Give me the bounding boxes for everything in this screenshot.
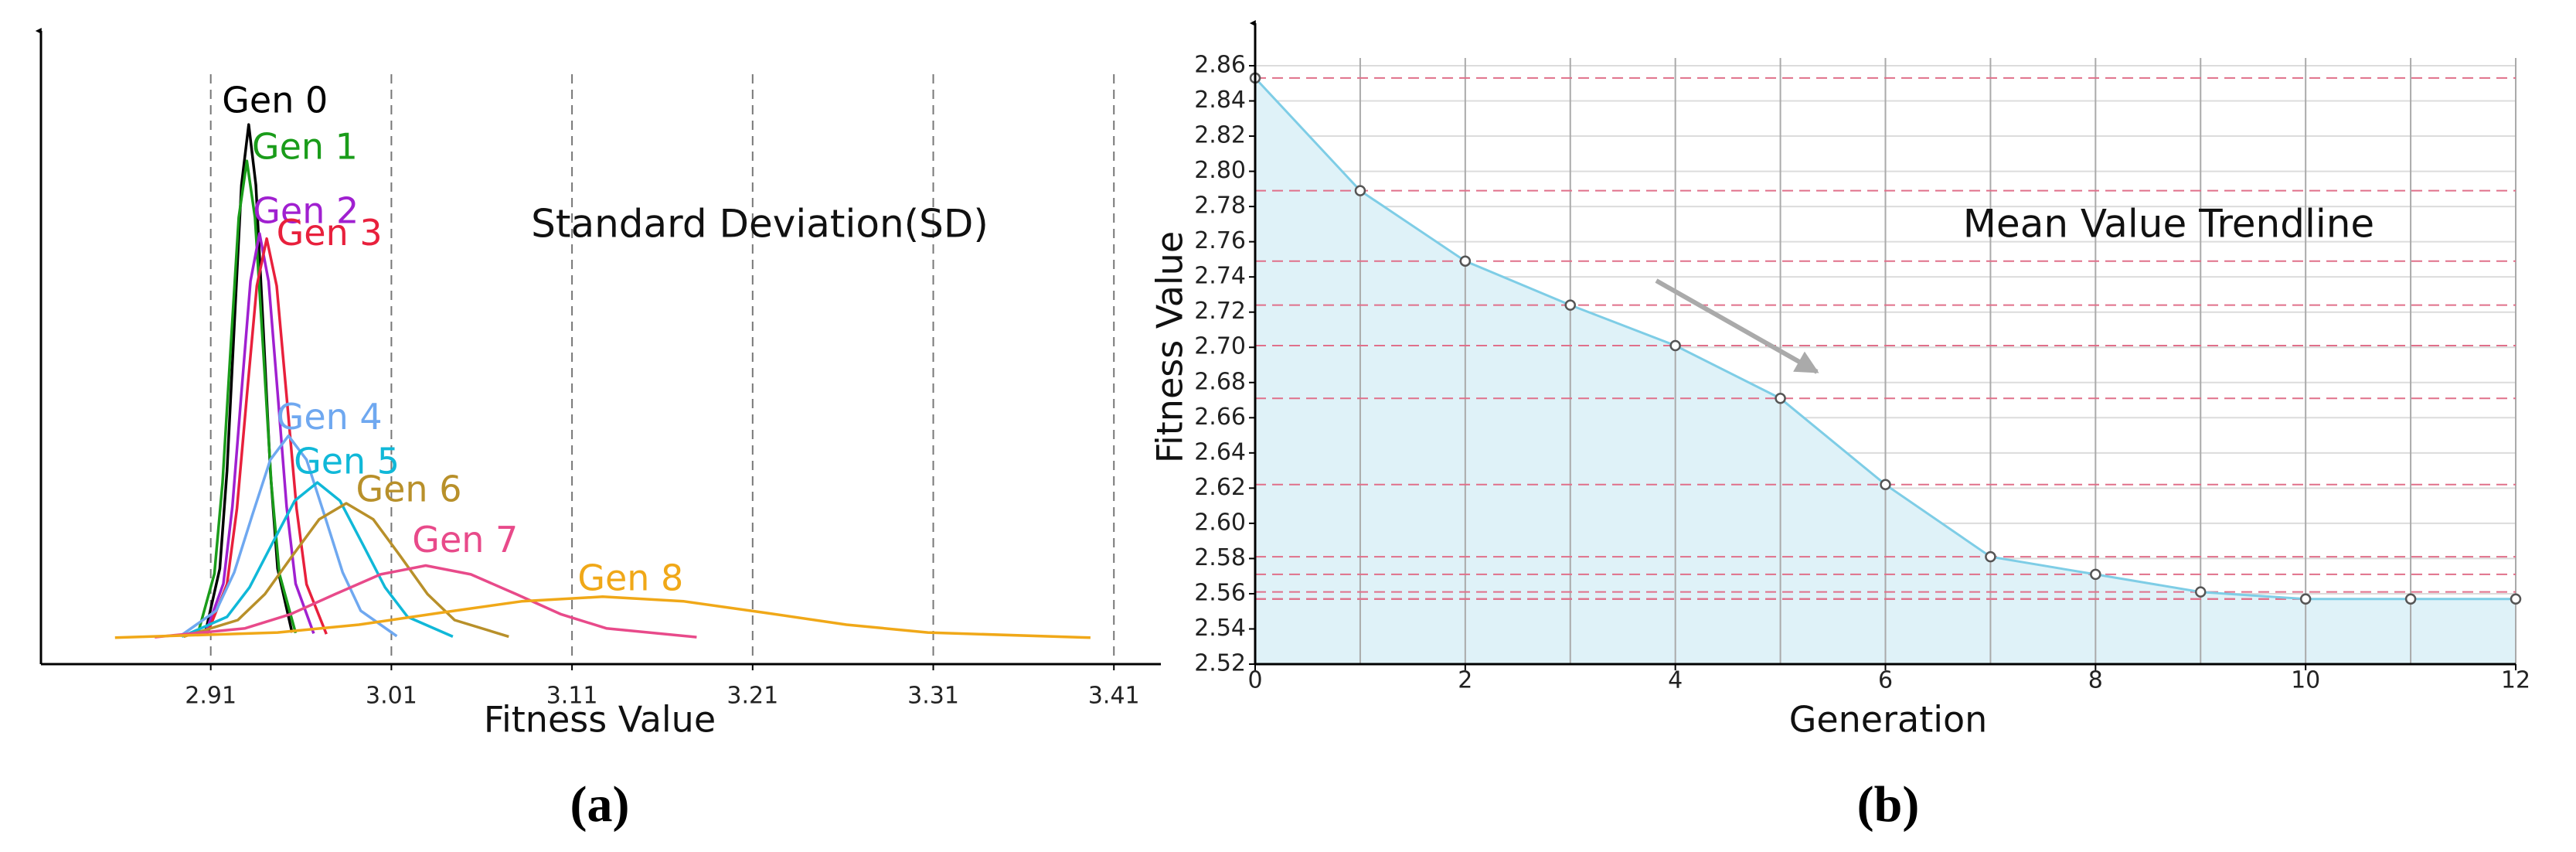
point — [1775, 393, 1786, 404]
y-tick-label: 2.82 — [1194, 122, 1246, 149]
y-tick-label: 2.74 — [1194, 263, 1246, 290]
distribution-curve — [206, 237, 328, 635]
point — [1564, 299, 1576, 311]
y-tick-label: 2.64 — [1194, 438, 1246, 465]
series-label: Gen 3 — [277, 212, 383, 254]
y-tick-label: 2.56 — [1194, 579, 1246, 606]
point — [1880, 479, 1891, 491]
x-tick-label: 3.41 — [1088, 683, 1140, 710]
y-tick-label: 2.60 — [1194, 509, 1246, 536]
x-tick-label: 3.01 — [366, 683, 417, 710]
distribution-curve — [155, 564, 697, 639]
x-tick-label: 8 — [2088, 667, 2103, 694]
y-tick-label: 2.86 — [1194, 52, 1246, 79]
y-tick-label: 2.84 — [1194, 87, 1246, 114]
y-tick-label: 2.72 — [1194, 298, 1246, 325]
point — [2404, 593, 2417, 605]
x-tick-label: 3.11 — [546, 683, 598, 710]
series-label: Gen 4 — [277, 396, 383, 438]
x-axis-title: Generation — [1789, 699, 1988, 741]
distribution-curve — [181, 481, 454, 639]
y-tick-label: 2.66 — [1194, 404, 1246, 431]
point — [2090, 568, 2101, 581]
y-tick-label: 2.62 — [1194, 474, 1246, 501]
y-tick-label: 2.52 — [1194, 650, 1246, 677]
point — [1354, 185, 1366, 196]
distribution-curve — [183, 502, 509, 639]
point — [1669, 339, 1681, 352]
series-label: Gen 0 — [222, 80, 328, 121]
point — [2195, 586, 2207, 598]
x-tick-label: 3.31 — [907, 683, 959, 710]
x-tick-label: 3.21 — [727, 683, 778, 710]
x-tick-label: 2 — [1458, 667, 1472, 694]
caption: (a) — [570, 776, 630, 833]
point — [2299, 593, 2312, 605]
y-tick-label: 2.76 — [1194, 227, 1246, 254]
series-label: Gen 5 — [294, 441, 400, 482]
y-tick-label: 2.78 — [1194, 193, 1246, 220]
distribution-curve — [179, 434, 398, 638]
y-tick-label: 2.68 — [1194, 368, 1246, 395]
chart-b: 2.52 2.54 2.56 2.58 2.60 2.62 2.64 2.66 2.68 2.70… — [1194, 20, 2530, 694]
x-tick-label: 0 — [1247, 667, 1262, 694]
annotation: Mean Value Trendline — [1963, 202, 2374, 247]
y-axis-title: Fitness Value — [1149, 231, 1191, 463]
distribution-curve — [196, 159, 298, 634]
y-tick-label: 2.54 — [1194, 615, 1246, 642]
point — [1985, 550, 1996, 563]
series-label: Gen 2 — [253, 190, 359, 232]
y-tick-label: 2.70 — [1194, 333, 1246, 360]
trend-arrow — [1655, 278, 1819, 374]
x-axis-title: Fitness Value — [484, 699, 716, 741]
x-tick-label: 2.91 — [185, 683, 237, 710]
annotation: Standard Deviation(SD) — [531, 202, 989, 247]
point — [1459, 255, 1472, 267]
distribution-curve — [114, 595, 1091, 639]
x-tick-label: 6 — [1878, 667, 1893, 694]
distribution-curve — [204, 232, 315, 634]
x-tick-label: 12 — [2501, 667, 2530, 694]
y-tick-label: 2.58 — [1194, 544, 1246, 571]
caption: (b) — [1857, 776, 1920, 833]
y-tick-label: 2.80 — [1194, 157, 1246, 184]
series-label: Gen 8 — [577, 557, 683, 598]
point — [2510, 593, 2522, 605]
series-label: Gen 1 — [252, 126, 358, 168]
x-tick-label: 10 — [2291, 667, 2320, 694]
series-label: Gen 7 — [412, 519, 518, 561]
x-tick-label: 4 — [1668, 667, 1683, 694]
series-label: Gen 6 — [356, 468, 461, 509]
